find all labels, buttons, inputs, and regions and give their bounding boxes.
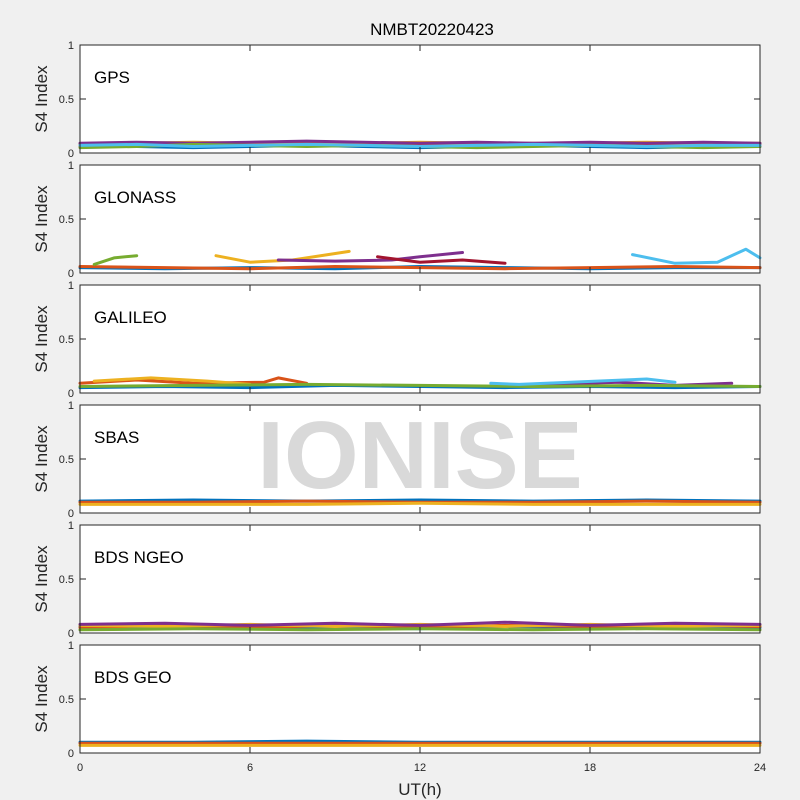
series-line [78,382,762,388]
y-tick-label: 0 [68,148,74,160]
series-line [78,501,762,506]
axes-background [80,165,760,273]
axes-background [80,285,760,393]
watermark: IONISE [257,402,582,509]
y-tick-label: 1 [68,400,74,412]
y-axis-label: S4 Index [32,545,51,613]
x-tick-label: 12 [414,762,426,774]
panel-label: GALILEO [94,308,167,327]
y-axis-label: S4 Index [32,185,51,253]
panel-label: SBAS [94,428,139,447]
panel-galileo: 0 0.5 1 S4 Index GALILEO [32,280,762,400]
y-tick-label: 0.5 [59,454,74,466]
panel-gps: 0 0.5 1 S4 Index GPS [32,40,762,160]
series-line [376,255,507,265]
y-tick-label: 1 [68,160,74,172]
y-axis-label: S4 Index [32,425,51,493]
axes-background [80,645,760,753]
x-tick-label: 0 [77,762,83,774]
panel-bds-geo: 0 0.5 1 S4 Index BDS GEO [32,640,762,760]
panel-label: GPS [94,68,130,87]
series-line [92,254,139,266]
y-tick-label: 1 [68,280,74,292]
y-axis-label: S4 Index [32,665,51,733]
x-tick-label: 18 [584,762,596,774]
series-line [214,249,351,264]
y-axis-label: S4 Index [32,305,51,373]
panel-glonass: 0 0.5 1 S4 Index GLONASS [32,160,762,280]
axes-background [80,45,760,153]
panel-label: BDS GEO [94,668,171,687]
panel-label: GLONASS [94,188,176,207]
y-tick-label: 1 [68,520,74,532]
series-line [78,142,762,148]
y-tick-label: 0.5 [59,94,74,106]
y-tick-label: 0 [68,268,74,280]
y-tick-label: 0 [68,508,74,520]
y-tick-label: 1 [68,40,74,52]
y-tick-label: 0.5 [59,214,74,226]
y-tick-label: 0.5 [59,334,74,346]
series-line [92,376,252,386]
x-tick-labels: 0 6 12 18 24 [77,762,766,774]
panel-bds-ngeo: 0 0.5 1 S4 Index BDS NGEO [32,520,762,640]
y-tick-label: 0.5 [59,574,74,586]
axes-background [80,525,760,633]
panels: 0 0.5 1 S4 Index GPS 0 0.5 1 S4 Index GLONASS 0 0.5… [32,40,762,760]
x-tick-label: 24 [754,762,766,774]
x-tick-label: 6 [247,762,253,774]
y-tick-label: 0.5 [59,694,74,706]
y-axis-label: S4 Index [32,65,51,133]
axes-background [80,405,760,513]
y-tick-label: 0 [68,748,74,760]
panel-sbas: 0 0.5 1 S4 Index SBAS [32,400,762,520]
figure-title: NMBT20220423 [370,20,494,39]
x-axis-label: UT(h) [398,780,441,799]
y-tick-label: 0 [68,388,74,400]
y-tick-label: 0 [68,628,74,640]
y-tick-label: 1 [68,640,74,652]
panel-label: BDS NGEO [94,548,184,567]
series-line [489,377,677,386]
series-line [78,620,762,627]
series-line [631,247,762,265]
